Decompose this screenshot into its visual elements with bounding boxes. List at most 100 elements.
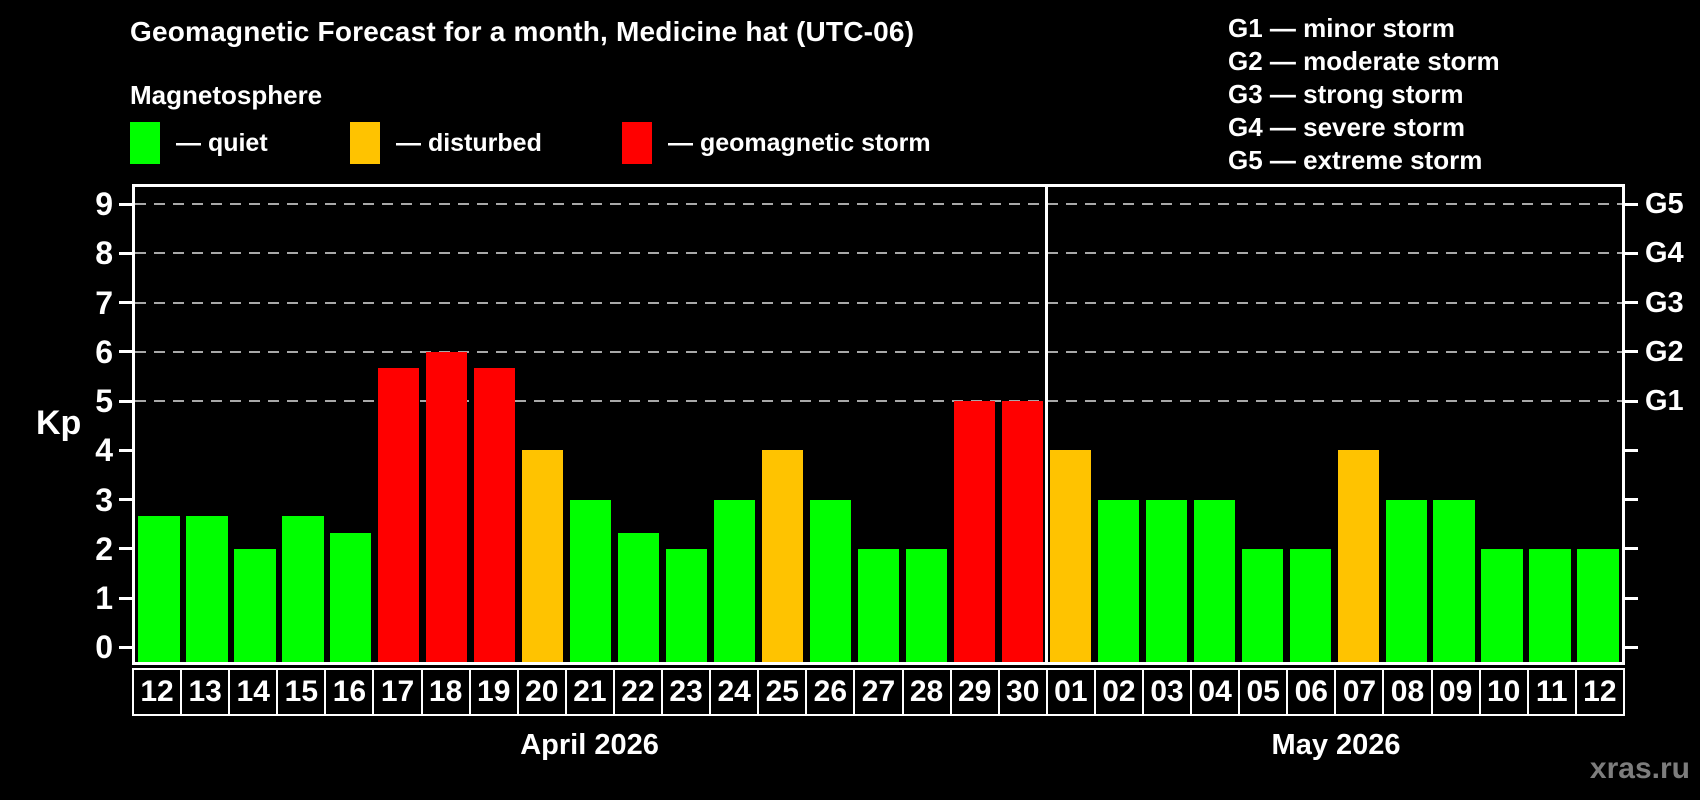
g-axis-tick-7 [1625,301,1638,305]
kp-bar-day-28 [905,548,948,662]
y-axis-tick-1 [119,596,132,600]
y-axis-tick-4 [119,448,132,452]
kp-bar-day-15 [282,515,324,662]
month-label-2: May 2026 [1271,729,1401,761]
day-cell-07: 07 [1334,668,1385,716]
g-legend-line-1: G1 — minor storm [1228,13,1455,43]
y-axis-tick-2 [119,547,132,551]
kp-bar-day-11 [1529,548,1571,662]
kp-bar-day-19 [474,368,516,662]
kp-bar-day-27 [857,548,900,662]
g-legend-line-4: G4 — severe storm [1228,112,1466,142]
day-cell-15: 15 [276,668,327,716]
storm-color-swatch [622,122,652,164]
day-cell-21: 21 [564,668,615,716]
g-axis-tick-1 [1625,596,1638,600]
day-cell-24: 24 [709,668,760,716]
legend-item-quiet: — quiet [130,120,268,166]
day-cell-27: 27 [853,668,904,716]
month-separator-line [1044,187,1048,662]
y-axis-tick-3 [119,498,132,502]
y-axis-tick-8 [119,251,132,255]
kp-bar-day-10 [1481,548,1523,662]
day-cell-20: 20 [516,668,567,716]
day-cell-05: 05 [1238,668,1289,716]
y-axis-label-5: 5 [95,383,113,420]
plot-area [132,184,1625,665]
y-axis-label-4: 4 [95,432,113,469]
kp-bar-day-24 [713,499,756,662]
day-cell-23: 23 [661,668,712,716]
g-axis-tick-2 [1625,547,1638,551]
day-cell-26: 26 [805,668,856,716]
day-cell-02: 02 [1093,668,1144,716]
g-legend-line-3: G3 — strong storm [1228,79,1464,109]
y-axis-tick-5 [119,399,132,403]
g-axis-label-g3: G3 [1645,286,1684,319]
day-axis: 12 13 14 15 16 17 18 19 20 21 22 23 24 25 26 27 28 29 30 01… [132,668,1625,716]
kp-bar-day-04 [1193,499,1235,662]
day-cell-28: 28 [901,668,952,716]
day-cell-29: 29 [949,668,1000,716]
g-axis-tick-6 [1625,350,1638,354]
quiet-color-swatch [130,122,160,164]
kp-bar-day-12 [138,515,180,662]
kp-bar-day-18 [426,351,468,662]
gridline-kp-6 [135,350,1622,353]
day-cell-11: 11 [1526,668,1577,716]
day-cell-12: 12 [1574,668,1625,716]
watermark: xras.ru [1589,752,1690,785]
kp-bar-day-09 [1433,499,1475,662]
y-axis-label-0: 0 [95,629,113,666]
day-cell-04: 04 [1190,668,1241,716]
kp-bar-day-07 [1337,450,1379,662]
day-cell-14: 14 [228,668,279,716]
y-axis-tick-6 [119,350,132,354]
day-cell-12: 12 [132,668,183,716]
y-axis-label-3: 3 [95,481,113,518]
kp-bar-day-05 [1241,548,1283,662]
gridline-kp-8 [135,252,1622,255]
kp-bar-day-16 [330,532,372,662]
g-legend-line-5: G5 — extreme storm [1228,145,1483,175]
day-cell-17: 17 [372,668,423,716]
y-axis-tick-0 [119,645,132,649]
kp-bar-day-23 [666,548,708,662]
kp-bar-day-14 [234,548,276,662]
day-cell-01: 01 [1045,668,1096,716]
kp-bar-day-22 [618,532,660,662]
gridline-kp-7 [135,301,1622,304]
day-cell-08: 08 [1382,668,1433,716]
kp-bar-day-08 [1385,499,1427,662]
kp-bar-day-17 [378,368,420,662]
kp-bar-day-13 [186,515,228,662]
g-axis-tick-8 [1625,251,1638,255]
y-axis-label-7: 7 [95,284,113,321]
day-cell-06: 06 [1286,668,1337,716]
month-label-1: April 2026 [520,729,659,761]
day-cell-16: 16 [324,668,375,716]
day-cell-19: 19 [468,668,519,716]
kp-bar-day-20 [522,450,564,662]
day-cell-30: 30 [997,668,1048,716]
kp-bar-day-30 [1001,401,1044,662]
kp-bar-day-21 [570,499,612,662]
day-cell-22: 22 [612,668,664,716]
y-axis-label-9: 9 [95,186,113,223]
chart-subtitle: Magnetosphere [130,80,323,110]
legend-label-disturbed: — disturbed [396,128,542,157]
y-axis-label-2: 2 [95,530,113,567]
gridline-kp-5 [135,400,1622,403]
g-axis-label-g5: G5 [1645,188,1684,221]
g-axis-tick-4 [1625,448,1638,452]
y-axis-tick-7 [119,301,132,305]
y-axis-label-1: 1 [95,580,113,616]
g-axis-tick-0 [1625,645,1638,649]
g-axis-tick-5 [1625,399,1638,403]
day-cell-10: 10 [1478,668,1529,716]
disturbed-color-swatch [350,122,380,164]
g-axis-label-g4: G4 [1645,237,1684,270]
legend-item-disturbed: — disturbed [350,120,542,166]
y-axis-tick-9 [119,202,132,206]
g-axis-tick-9 [1625,202,1638,206]
